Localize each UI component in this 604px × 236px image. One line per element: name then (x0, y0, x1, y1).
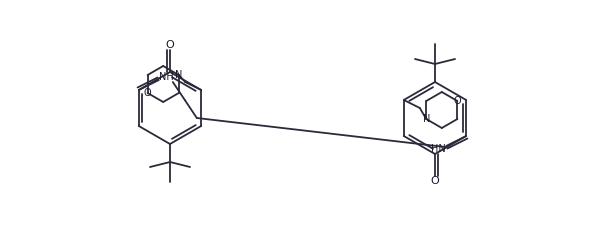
Text: N: N (175, 70, 182, 80)
Text: N: N (423, 114, 430, 124)
Text: O: O (431, 176, 439, 186)
Text: O: O (144, 88, 152, 98)
Text: HN: HN (431, 144, 446, 154)
Text: O: O (165, 40, 175, 50)
Text: NH: NH (159, 72, 174, 82)
Text: O: O (454, 96, 461, 106)
